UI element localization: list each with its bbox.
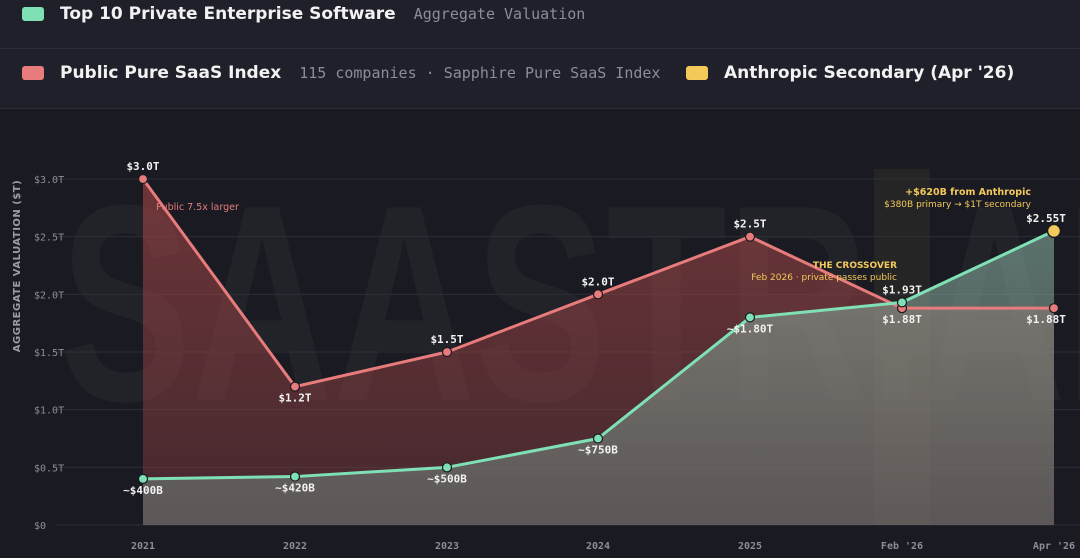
- legend-public-sub: 115 companies · Sapphire Pure SaaS Index: [299, 64, 661, 82]
- public-point: [441, 346, 453, 358]
- public-point: [289, 381, 301, 392]
- y-tick-label: $2.5T: [34, 233, 64, 244]
- legend-anthropic[interactable]: Anthropic Secondary (Apr '26): [686, 63, 1014, 83]
- data-label: $3.0T: [126, 160, 159, 173]
- y-tick-label: $0: [34, 521, 46, 532]
- private-point: [592, 433, 604, 444]
- y-axis-title: AGGREGATE VALUATION ($T): [12, 180, 23, 352]
- y-tick-label: $1.5T: [34, 348, 64, 359]
- private-point: [744, 312, 756, 323]
- data-label: $1.5T: [430, 333, 463, 346]
- x-tick-label: 2024: [586, 541, 610, 552]
- data-label: $1.88T: [1026, 313, 1066, 326]
- legend-public-swatch: [22, 66, 44, 80]
- x-tick-label: 2025: [738, 541, 762, 552]
- x-tick-label: 2021: [131, 541, 155, 552]
- areas: [143, 179, 1054, 525]
- annotation-crossover-title: THE CROSSOVER: [813, 261, 897, 271]
- data-label: ~$750B: [578, 444, 618, 457]
- private-area: [143, 230, 1054, 525]
- x-tick-label: Apr '26: [1033, 541, 1075, 552]
- private-point: [289, 471, 301, 482]
- legend-public[interactable]: Public Pure SaaS Index 115 companies · S…: [22, 63, 660, 83]
- data-label: ~$1.80T: [727, 322, 774, 335]
- x-tick-label: 2022: [283, 541, 307, 552]
- legend-public-label: Public Pure SaaS Index: [60, 63, 282, 83]
- anthropic-point: [1046, 223, 1062, 239]
- public-point: [592, 289, 604, 300]
- private-point: [441, 462, 453, 473]
- data-label: ~$500B: [427, 472, 467, 485]
- y-tick-label: $0.5T: [34, 463, 64, 474]
- legend-divider: [0, 48, 1080, 49]
- y-tick-label: $1.0T: [34, 406, 64, 417]
- data-label: $2.55T: [1026, 212, 1066, 225]
- legend-private-swatch: [22, 7, 44, 21]
- public-point: [744, 231, 756, 242]
- annotations: Public 7.5x larger THE CROSSOVER Feb 2026 …: [156, 187, 1032, 283]
- data-label: $1.93T: [882, 283, 922, 296]
- data-label: $2.5T: [733, 218, 766, 231]
- annotation-crossover-sub: Feb 2026 · private passes public: [751, 273, 897, 283]
- annotation-anthropic-title: +$620B from Anthropic: [905, 187, 1031, 198]
- data-label: ~$400B: [123, 484, 163, 497]
- data-label: ~$420B: [275, 482, 315, 495]
- y-axis: $0 $0.5T $1.0T $1.5T $2.0T $2.5T $3.0T: [34, 175, 64, 532]
- legend-anthropic-label: Anthropic Secondary (Apr '26): [724, 63, 1015, 83]
- data-points: [137, 173, 1062, 484]
- x-tick-label: Feb '26: [881, 541, 923, 552]
- y-tick-label: $2.0T: [34, 290, 64, 301]
- private-point: [896, 297, 908, 308]
- legend-private-label: Top 10 Private Enterprise Software: [60, 4, 396, 24]
- data-labels: $3.0T $1.2T $1.5T $2.0T $2.5T $1.88T $1.88T ~$4…: [123, 160, 1066, 497]
- legend-private[interactable]: Top 10 Private Enterprise Software Aggre…: [22, 4, 585, 24]
- legend-private-sub: Aggregate Valuation: [413, 5, 586, 23]
- public-point: [1048, 303, 1060, 314]
- annotation-public-gap: Public 7.5x larger: [156, 202, 239, 213]
- public-point: [137, 173, 149, 185]
- annotation-anthropic-sub: $380B primary → $1T secondary: [884, 200, 1032, 210]
- legend-panel: Top 10 Private Enterprise Software Aggre…: [0, 0, 1080, 109]
- x-tick-label: 2023: [435, 541, 459, 552]
- data-label: $1.2T: [278, 392, 311, 405]
- legend-anthropic-swatch: [686, 66, 708, 80]
- data-label: $1.88T: [882, 313, 922, 326]
- private-point: [137, 473, 149, 484]
- y-tick-label: $3.0T: [34, 175, 64, 186]
- x-axis: 2021 2022 2023 2024 2025 Feb '26 Apr '26: [131, 541, 1075, 552]
- data-label: $2.0T: [581, 275, 614, 288]
